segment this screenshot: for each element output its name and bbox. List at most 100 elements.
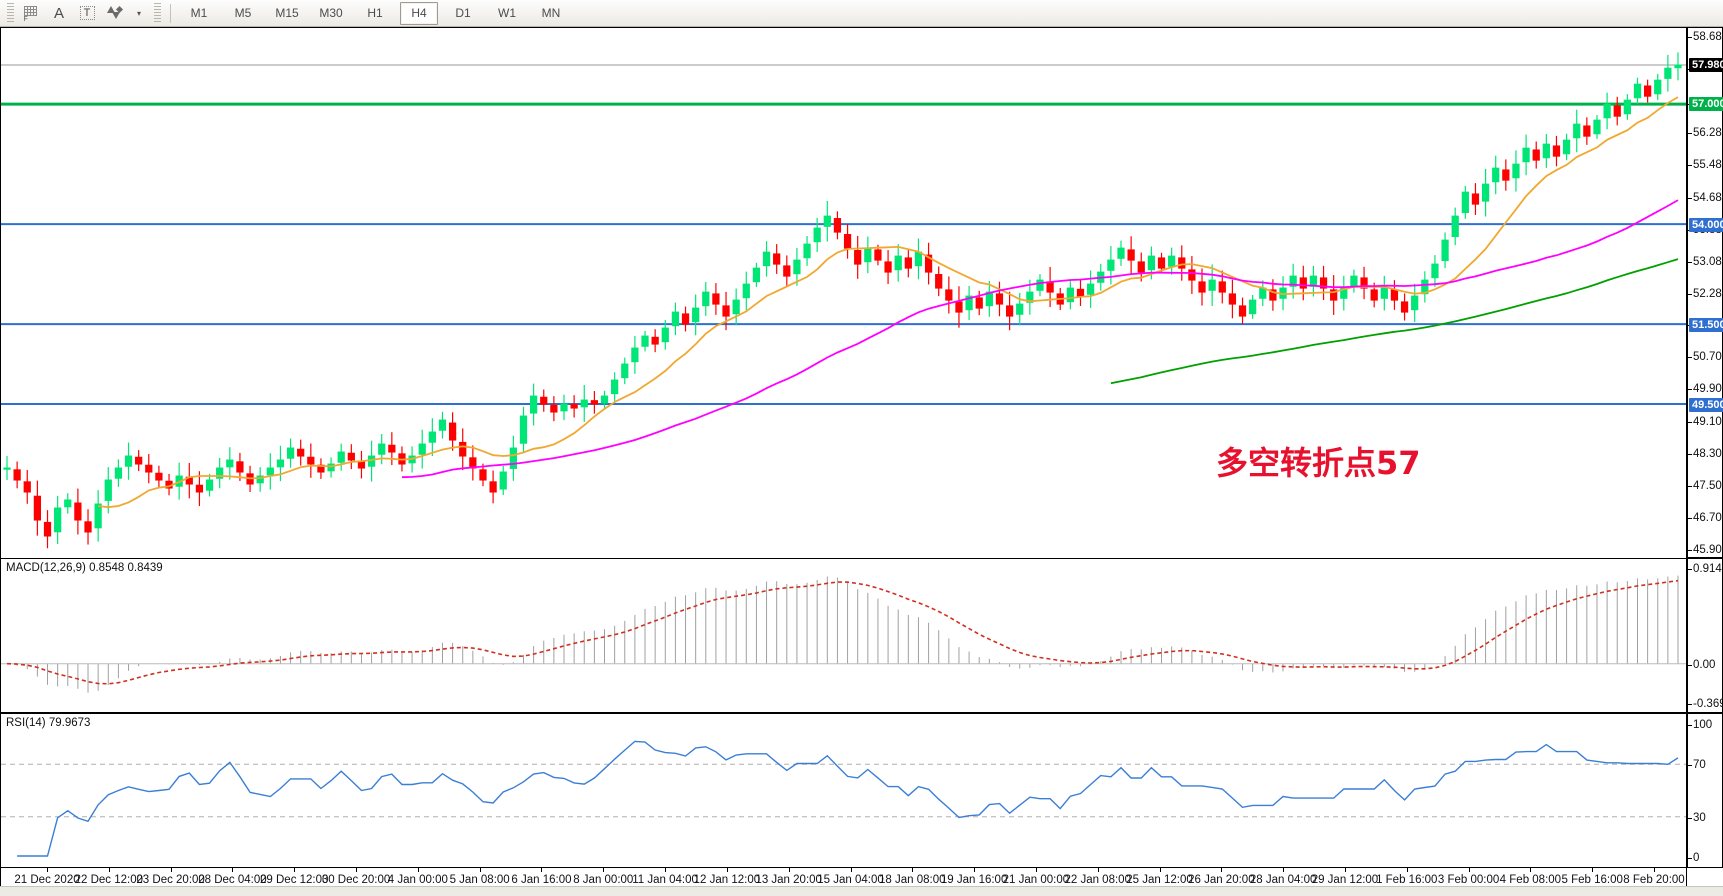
rsi-name: RSI(14) [6,717,46,729]
time-tick-label: 22 Dec 12:00 [74,874,144,886]
time-tick [1035,868,1037,872]
time-tick [1283,868,1285,872]
price-tick-label: 46.700 [1693,511,1723,524]
macd-label: MACD(12,26,9) 0.8548 0.8439 [6,562,163,574]
timeframe-button-m30[interactable]: M30 [319,6,343,20]
font-icon[interactable]: A [53,4,64,22]
level-badge: 51.500 [1689,318,1723,333]
price-tick-label: 56.280 [1693,127,1723,140]
time-tick-label: 12 Jan 12:00 [693,874,761,886]
time-tick [294,868,296,872]
time-tick [1344,868,1346,872]
price-tick-label: 54.680 [1693,191,1723,204]
moving-average-line [1110,258,1679,385]
time-tick-label: 8 Feb 20:00 [1623,874,1685,886]
time-tick-label: 21 Jan 00:00 [1002,874,1070,886]
price-tick [1688,550,1692,551]
toolbar-divider [170,3,171,23]
macd-tick [1688,569,1692,570]
grid-f-icon[interactable] [17,2,45,25]
time-tick-label: 15 Jan 04:00 [817,874,884,886]
price-tick-label: 53.080 [1693,255,1723,268]
price-tick-label: 48.300 [1693,447,1723,460]
macd-pane[interactable]: MACD(12,26,9) 0.8548 0.8439 [0,558,1687,713]
time-tick [170,868,172,872]
time-tick [1406,868,1408,872]
price-tick-label: 47.500 [1693,479,1723,492]
timeframe-group: M1 M5 M15 M30 H1 H4 D1 W1 MN [177,1,573,25]
macd-tick [1688,704,1692,705]
timeframe-button-mn[interactable]: MN [541,6,561,20]
time-tick [603,868,605,872]
timeframe-button-m5[interactable]: M5 [234,6,252,20]
last-price-badge: 57.980 [1689,58,1723,73]
price-pane[interactable]: 多空转折点57 [0,27,1687,558]
time-tick [417,868,419,872]
rsi-tick-label: 0 [1693,852,1700,864]
macd-tick [1688,665,1692,667]
rsi-value: 79.9673 [48,717,91,729]
macd-tick-label: 0.9143 [1693,563,1723,575]
time-tick-label: 1 Feb 16:00 [1376,874,1438,886]
rsi-tick-label: 30 [1693,812,1706,825]
time-tick [912,868,914,872]
time-tick-label: 26 Jan 20:00 [1188,874,1255,886]
time-tick [1159,868,1161,872]
chart-toolbar: A T ▾ M1 M5 M15 M30 H1 H4 D1 W1 MN [0,0,1723,27]
time-tick-label: 25 Jan 12:00 [1126,874,1193,886]
time-tick [1468,868,1470,872]
timeframe-button-m15[interactable]: M15 [275,6,299,20]
time-tick [1654,868,1655,872]
time-tick [1221,868,1223,872]
time-tick [108,868,110,872]
time-tick [850,868,852,872]
time-tick-label: 4 Jan 00:00 [387,874,448,886]
candlestick-series [3,52,1682,549]
time-tick [665,868,667,872]
time-tick-label: 4 Feb 08:00 [1499,874,1562,886]
price-tick-label: 49.900 [1693,383,1723,396]
price-tick-label: 49.100 [1693,415,1723,428]
macd-tick-label: -0.3693 [1693,698,1723,710]
timeframe-button-w1[interactable]: W1 [498,6,516,20]
timeframe-button-h4[interactable]: H4 [400,1,438,25]
rsi-tick [1688,764,1692,766]
timeframe-button-d1[interactable]: D1 [455,6,471,20]
shapes-dropdown-icon[interactable]: ▾ [136,8,141,18]
time-axis[interactable]: 21 Dec 2020 22 Dec 12:00 23 Dec 20:00 28 De… [0,868,1687,895]
price-tick [1688,517,1692,519]
timeframe-button-h1[interactable]: H1 [367,6,383,20]
macd-tick-label: 0.00 [1693,659,1716,672]
price-tick-label: 58.680 [1693,31,1723,43]
price-tick-label: 50.700 [1693,351,1723,364]
time-tick [232,868,234,872]
text-object-icon[interactable]: T [73,2,101,25]
macd-value: 0.8548 [89,562,125,574]
price-tick-label: 55.480 [1693,159,1723,172]
status-bar [0,886,1723,896]
time-tick [788,868,790,872]
time-tick-label: 29 Dec 12:00 [260,874,329,886]
rsi-pane[interactable]: RSI(14) 79.9673 [0,713,1687,868]
time-tick [541,868,543,872]
macd-axis[interactable]: 0.9143 0.00 -0.3693 [1687,558,1723,713]
toolbar-grip[interactable] [7,2,14,24]
timeframe-button-m1[interactable]: M1 [190,6,208,20]
moving-average-line [97,96,1679,509]
rsi-axis[interactable]: 100 70 30 0 [1687,713,1723,868]
time-tick-label: 11 Jan 04:00 [632,874,698,886]
moving-average-line [401,199,1679,479]
time-tick-label: 5 Feb 16:00 [1561,874,1623,886]
price-tick [1688,133,1692,135]
shapes-icon[interactable] [101,2,129,25]
time-tick-label: 19 Jan 16:00 [940,874,1008,886]
price-tick [1688,261,1692,263]
chart-annotation-text: 多空转折点57 [1216,444,1421,482]
timeframe-grip[interactable] [154,2,161,24]
macd-histogram [16,575,1679,693]
price-axis[interactable]: 58.68057.88057.00056.28055.48054.68053.8… [1687,27,1723,558]
time-tick-label: 28 Jan 04:00 [1249,874,1317,886]
time-tick [726,868,728,872]
macd-signal-line [6,579,1679,685]
time-tick-label: 21 Dec 2020 [14,874,80,886]
